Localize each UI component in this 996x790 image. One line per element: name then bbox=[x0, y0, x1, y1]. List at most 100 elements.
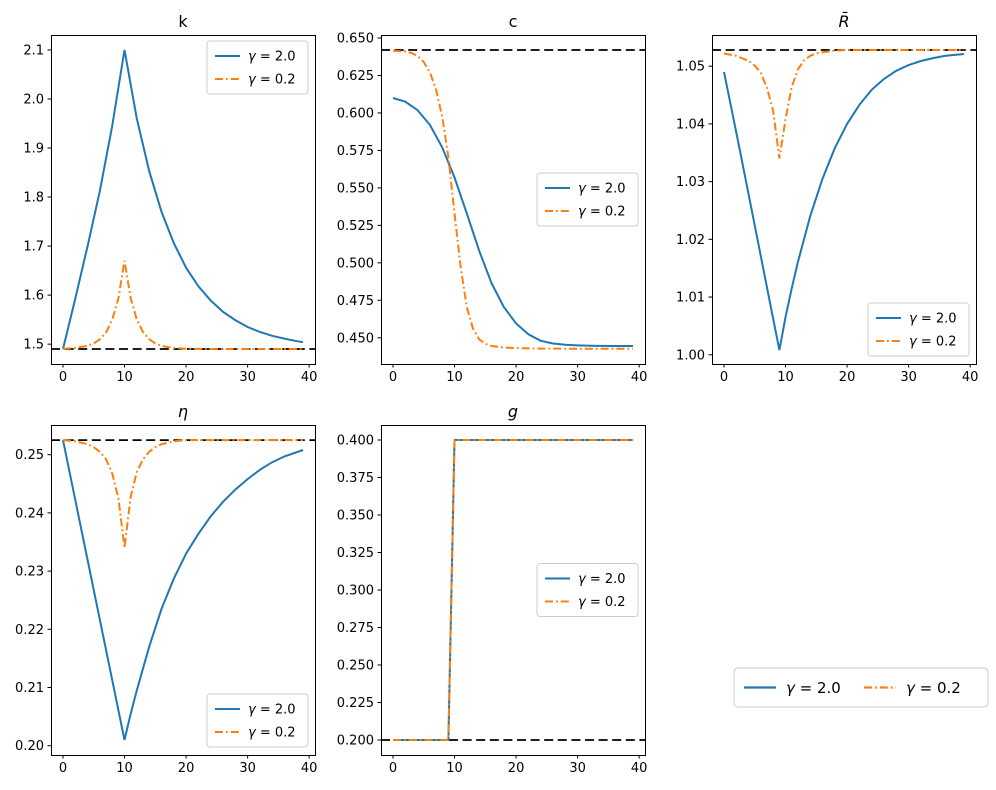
x-axis: 0 10 20 30 40 bbox=[389, 755, 648, 776]
x-axis: 0 10 20 30 40 bbox=[389, 364, 648, 385]
y-tick-label: 0.600 bbox=[337, 106, 374, 121]
y-tick-label: 0.300 bbox=[337, 584, 374, 599]
legend-frame bbox=[206, 693, 309, 748]
x-tick-label: 0 bbox=[389, 761, 397, 776]
legend-frame bbox=[536, 172, 639, 227]
x-tick-label: 30 bbox=[239, 370, 256, 385]
chart-canvas: 0 10 20 30 401.51.61.71.81.92.02.1kγ = 2.0γ … bbox=[23, 12, 318, 385]
series-line-gamma-2.0 bbox=[392, 97, 633, 347]
legend-label: γ = 2.0 bbox=[248, 703, 296, 718]
x-tick-label: 0 bbox=[59, 370, 67, 385]
y-tick-label: 0.22 bbox=[15, 623, 44, 638]
y-tick-label: 1.03 bbox=[676, 175, 705, 190]
legend-label: γ = 2.0 bbox=[578, 572, 626, 587]
subplot-title: c bbox=[509, 12, 518, 31]
series-line-gamma-2.0 bbox=[723, 53, 965, 351]
legend-label: γ = 0.2 bbox=[248, 73, 296, 88]
legend-label: γ = 2.0 bbox=[248, 50, 296, 65]
legend-frame bbox=[206, 40, 309, 95]
x-axis: 0 10 20 30 40 bbox=[59, 755, 318, 776]
x-tick-label: 40 bbox=[301, 761, 318, 776]
y-axis: 1.5 1.6 1.7 1.8 1.9 2.0 2.1 bbox=[23, 43, 51, 353]
y-tick-label: 0.325 bbox=[337, 546, 374, 561]
y-tick-label: 1.9 bbox=[23, 142, 44, 157]
x-tick-label: 40 bbox=[631, 370, 648, 385]
axes-frame bbox=[712, 35, 977, 365]
series-line-gamma-0.2 bbox=[393, 439, 633, 741]
y-tick-label: 1.01 bbox=[676, 291, 705, 306]
x-tick-label: 20 bbox=[508, 370, 525, 385]
y-axis: 0.20 0.21 0.22 0.23 0.24 0.25 bbox=[15, 448, 51, 754]
x-tick-label: 10 bbox=[446, 370, 463, 385]
y-tick-label: 1.00 bbox=[676, 348, 705, 363]
y-tick-label: 0.575 bbox=[337, 144, 374, 159]
y-tick-label: 0.21 bbox=[15, 681, 44, 696]
x-tick-label: 10 bbox=[116, 761, 133, 776]
y-tick-label: 0.525 bbox=[337, 219, 374, 234]
x-tick-label: 30 bbox=[569, 370, 586, 385]
y-tick-label: 1.8 bbox=[23, 191, 44, 206]
subplot-title: η bbox=[178, 402, 188, 421]
legend: γ = 2.0 γ = 0.2 bbox=[206, 693, 309, 748]
y-tick-label: 0.475 bbox=[337, 294, 374, 309]
y-tick-label: 0.450 bbox=[337, 331, 374, 346]
y-tick-label: 0.20 bbox=[15, 739, 44, 754]
y-tick-label: 0.500 bbox=[337, 256, 374, 271]
y-tick-label: 1.04 bbox=[676, 117, 705, 132]
y-tick-label: 0.24 bbox=[15, 506, 44, 521]
y-tick-label: 0.550 bbox=[337, 181, 374, 196]
x-tick-label: 10 bbox=[446, 761, 463, 776]
legend-label: γ = 0.2 bbox=[906, 679, 961, 697]
x-tick-label: 40 bbox=[301, 370, 318, 385]
subplot-rbar: 0 10 20 30 40 1.00 1.01 1.02 1.03 1.04 1.05 R̄ γ = 2… bbox=[661, 0, 996, 395]
y-tick-label: 0.23 bbox=[15, 565, 44, 580]
y-tick-label: 1.7 bbox=[23, 240, 44, 255]
legend: γ = 2.0 γ = 0.2 bbox=[536, 172, 639, 227]
subplot-title: R̄ bbox=[838, 12, 849, 31]
x-tick-label: 40 bbox=[631, 761, 648, 776]
legend-label: γ = 2.0 bbox=[786, 679, 841, 697]
legend-label: γ = 2.0 bbox=[578, 182, 626, 197]
x-tick-label: 30 bbox=[900, 370, 917, 385]
y-tick-label: 0.250 bbox=[337, 659, 374, 674]
series-line-gamma-0.2 bbox=[392, 49, 633, 350]
legend-label: γ = 2.0 bbox=[909, 312, 957, 327]
legend-label: γ = 0.2 bbox=[909, 335, 957, 350]
x-tick-label: 20 bbox=[178, 370, 195, 385]
subplot-g: 0 10 20 30 40 0.200 0.225 0.250 0.275 0.300 0.325 0… bbox=[330, 390, 660, 790]
y-axis: 1.00 1.01 1.02 1.03 1.04 1.05 bbox=[676, 60, 712, 363]
legend-frame bbox=[867, 302, 970, 357]
x-axis: 0 10 20 30 40 bbox=[720, 364, 979, 385]
chart-canvas: 0 10 20 30 40 1.00 1.01 1.02 1.03 1.04 1.05 R̄ γ = 2… bbox=[676, 12, 979, 385]
subplot-title: g bbox=[508, 402, 518, 421]
y-tick-label: 0.275 bbox=[337, 621, 374, 636]
x-tick-label: 20 bbox=[508, 761, 525, 776]
y-tick-label: 0.400 bbox=[337, 434, 374, 449]
y-tick-label: 0.375 bbox=[337, 471, 374, 486]
y-tick-label: 0.625 bbox=[337, 69, 374, 84]
legend: γ = 2.0 γ = 0.2 bbox=[867, 302, 970, 357]
axes-frame bbox=[51, 425, 316, 756]
subplot-eta: 0 10 20 30 40 0.20 0.21 0.22 0.23 0.24 0.25 η γ = 2.… bbox=[0, 390, 330, 790]
x-tick-label: 0 bbox=[720, 370, 728, 385]
legend-label: γ = 0.2 bbox=[578, 205, 626, 220]
series-line-gamma-0.2 bbox=[62, 439, 303, 548]
axes-frame bbox=[381, 425, 646, 756]
y-axis: 0.450 0.475 0.500 0.525 0.550 0.575 0.600 0.625… bbox=[337, 31, 381, 346]
x-tick-label: 0 bbox=[389, 370, 397, 385]
x-tick-label: 40 bbox=[962, 370, 979, 385]
y-axis: 0.200 0.225 0.250 0.275 0.300 0.325 0.350 0.375… bbox=[337, 434, 381, 749]
legend-frame bbox=[536, 563, 639, 617]
y-tick-label: 0.200 bbox=[337, 734, 374, 749]
y-tick-label: 2.0 bbox=[23, 92, 44, 107]
y-tick-label: 1.02 bbox=[676, 233, 705, 248]
axes-frame bbox=[381, 35, 646, 365]
legend: γ = 2.0 γ = 0.2 bbox=[206, 40, 309, 95]
x-tick-label: 10 bbox=[116, 370, 133, 385]
subplot-title: k bbox=[178, 12, 188, 31]
subplot-k: 0 10 20 30 40 1.5 1.6 1.7 1.8 1.9 2.0 2.1 k γ = 2.0 γ … bbox=[0, 0, 330, 395]
axes-frame bbox=[51, 35, 316, 365]
x-tick-label: 20 bbox=[839, 370, 856, 385]
y-tick-label: 0.25 bbox=[15, 448, 44, 463]
